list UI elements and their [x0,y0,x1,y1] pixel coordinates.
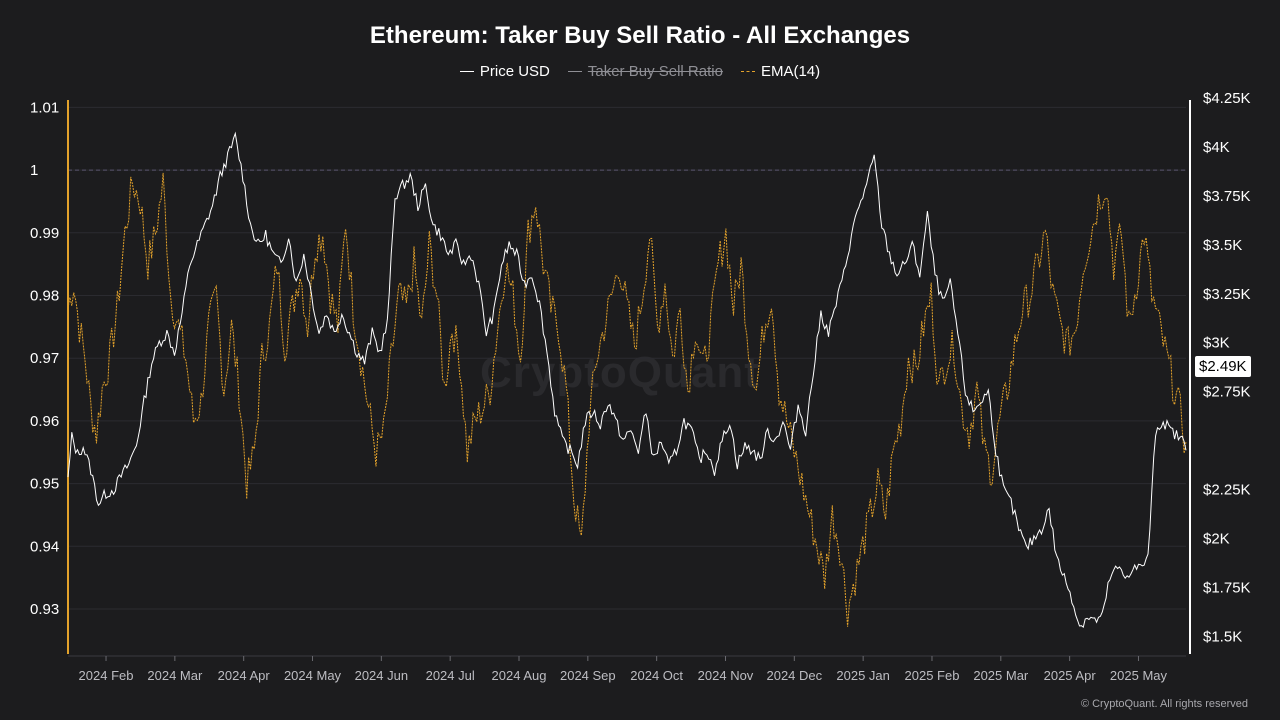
y-left-tick-label: 0.98 [30,287,59,304]
x-tick-label: 2025 Apr [1044,668,1097,683]
y-right-tick-label: $3.75K [1203,188,1251,205]
legend-line-ratio [567,71,582,72]
y-left-tick-label: 0.94 [30,538,59,555]
y-right-tick-label: $2.25K [1203,482,1251,499]
y-right-tick-label: $3K [1203,335,1230,352]
watermark: CryptoQuant [480,348,760,397]
x-tick-label: 2024 Oct [630,668,683,683]
y-right-tick-label: $4.25K [1203,90,1251,107]
y-right-tick-label: $2K [1203,531,1230,548]
x-tick-label: 2025 Mar [973,668,1029,683]
y-right-tick-label: $2.75K [1203,384,1251,401]
legend-item-ema[interactable]: EMA(14) [740,63,821,80]
legend-item-price[interactable]: Price USD [459,63,550,80]
copyright-text: © CryptoQuant. All rights reserved [1080,698,1248,710]
y-left-tick-label: 0.99 [30,225,59,242]
x-tick-label: 2024 Sep [560,668,616,683]
y-left-tick-label: 1 [30,162,38,179]
legend-label-ema: EMA(14) [760,63,821,80]
x-tick-label: 2025 Jan [836,668,890,683]
x-tick-label: 2024 Jul [426,668,475,683]
y-left-tick-label: 0.97 [30,350,59,367]
x-tick-label: 2024 Feb [79,668,134,683]
ema-series-line [67,172,1187,627]
x-tick-label: 2024 Mar [147,668,203,683]
y-left-tick-label: 0.93 [30,601,59,618]
y-right-tick-label: $1.75K [1203,579,1251,596]
y-right-tick-label: $3.25K [1203,286,1251,303]
chart-title: Ethereum: Taker Buy Sell Ratio - All Exc… [369,22,911,49]
x-tick-label: 2024 Jun [355,668,409,683]
legend-line-ema [740,71,755,72]
x-tick-label: 2024 May [284,668,342,683]
y-left-tick-label: 1.01 [30,99,59,116]
y-right-tick-label: $3.5K [1203,237,1242,254]
x-tick-label: 2024 Dec [766,668,822,683]
legend-label-price: Price USD [479,63,550,80]
legend-item-ratio[interactable]: Taker Buy Sell Ratio [567,63,723,80]
y-right-tick-label: $4K [1203,139,1230,156]
legend-line-price [459,71,474,72]
x-tick-label: 2024 Nov [698,668,754,683]
x-tick-label: 2025 Feb [905,668,960,683]
x-tick-label: 2024 Apr [218,668,271,683]
y-right-tick-label: $1.5K [1203,628,1242,645]
legend-label-ratio: Taker Buy Sell Ratio [587,63,723,80]
y-left-tick-label: 0.96 [30,413,59,430]
x-tick-label: 2024 Aug [492,668,547,683]
price-series-line [67,131,1187,628]
y-left-tick-label: 0.95 [30,476,59,493]
chart-legend: Price USD Taker Buy Sell Ratio EMA(14) [0,63,1280,80]
current-price-badge: $2.49K [1195,356,1251,377]
x-tick-label: 2025 May [1110,668,1168,683]
